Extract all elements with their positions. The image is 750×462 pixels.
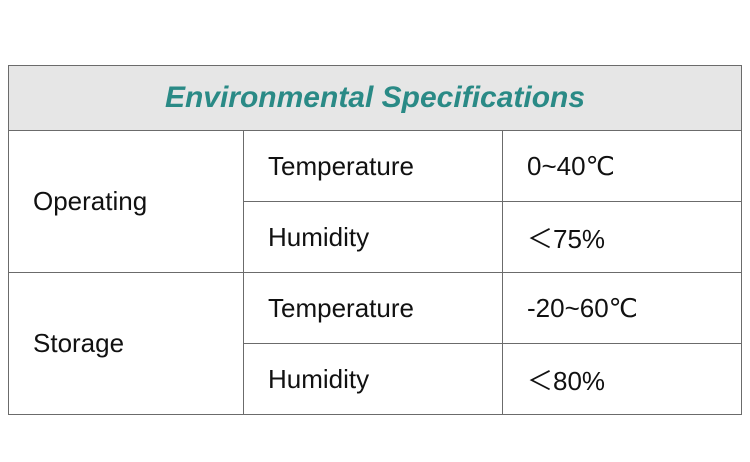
parameter: Humidity: [243, 201, 503, 273]
value: -20~60℃: [501, 272, 743, 344]
value: 0~40℃: [501, 130, 743, 202]
row: Humidity ＜75%: [9, 201, 743, 273]
group-name: Storage: [8, 272, 244, 415]
parameter: Humidity: [243, 343, 503, 415]
group-name: Operating: [8, 130, 244, 273]
header-row: Environmental Specifications: [7, 65, 743, 131]
value: ＜75%: [501, 201, 743, 273]
row: Operating Temperature 0~40℃: [8, 130, 743, 273]
value: ＜80%: [501, 343, 743, 415]
row: Storage Temperature -20~60℃: [8, 272, 743, 415]
row: Humidity ＜80%: [9, 343, 743, 415]
parameter: Temperature: [243, 130, 503, 202]
spec-table: Environmental Specifications Operating T…: [7, 65, 743, 415]
parameter: Temperature: [243, 272, 503, 344]
table-title: Environmental Specifications: [7, 65, 743, 131]
